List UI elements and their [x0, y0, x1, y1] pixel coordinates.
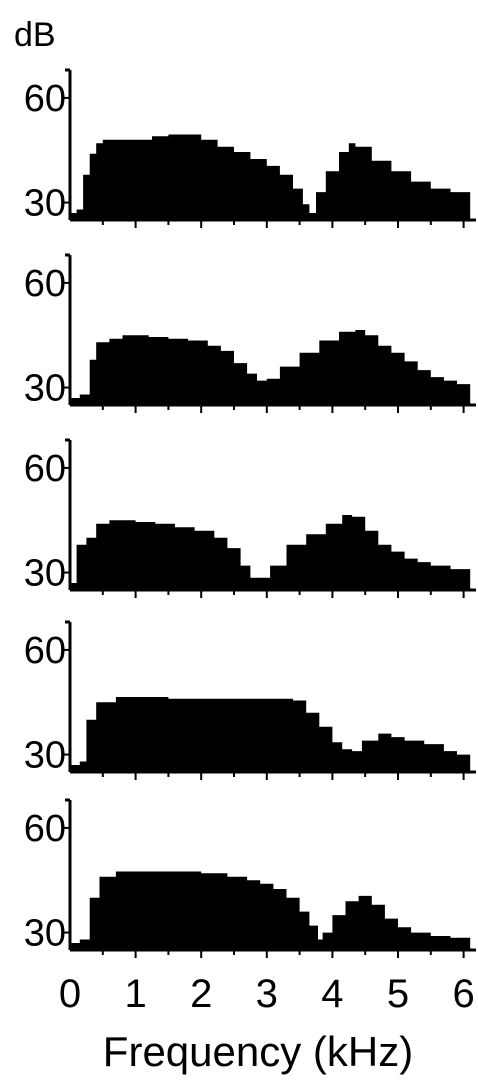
spectrum-area-1 — [70, 134, 471, 220]
spectrum-panel-1: 60 30 — [24, 68, 476, 228]
spectrum-area-5 — [70, 871, 471, 950]
spectrum-panel-3: 60 30 — [24, 438, 476, 598]
spectrum-panels: 60 30 60 30 60 30 60 30 60 30 0 1 2 3 4 5 6 — [24, 68, 476, 1016]
spectrum-panel-5: 60 30 — [24, 798, 476, 958]
x-tick-label: 0 — [59, 972, 81, 1016]
x-axis-label: Frequency (kHz) — [103, 1028, 413, 1075]
x-tick-label: 1 — [124, 972, 146, 1016]
y-tick-label: 30 — [24, 368, 66, 410]
y-tick-label: 30 — [24, 183, 66, 225]
x-tick-label: 2 — [190, 972, 212, 1016]
y-tick-label: 30 — [24, 553, 66, 595]
y-tick-label: 30 — [24, 913, 66, 955]
y-tick-label: 60 — [24, 808, 66, 850]
y-tick-label: 60 — [24, 263, 66, 305]
y-unit-label: dB — [14, 16, 56, 54]
y-tick-label: 60 — [24, 448, 66, 490]
x-tick-label: 4 — [321, 972, 343, 1016]
spectrum-area-2 — [70, 330, 471, 405]
x-tick-label: 5 — [387, 972, 409, 1016]
spectrum-area-3 — [70, 515, 471, 590]
y-tick-label: 60 — [24, 78, 66, 120]
x-tick-label: 6 — [452, 972, 474, 1016]
spectrum-area-4 — [70, 697, 471, 772]
y-tick-label: 60 — [24, 630, 66, 672]
spectrum-panel-4: 60 30 — [24, 620, 476, 780]
y-tick-label: 30 — [24, 735, 66, 777]
x-tick-label: 3 — [256, 972, 278, 1016]
spectrum-panel-2: 60 30 — [24, 253, 476, 413]
